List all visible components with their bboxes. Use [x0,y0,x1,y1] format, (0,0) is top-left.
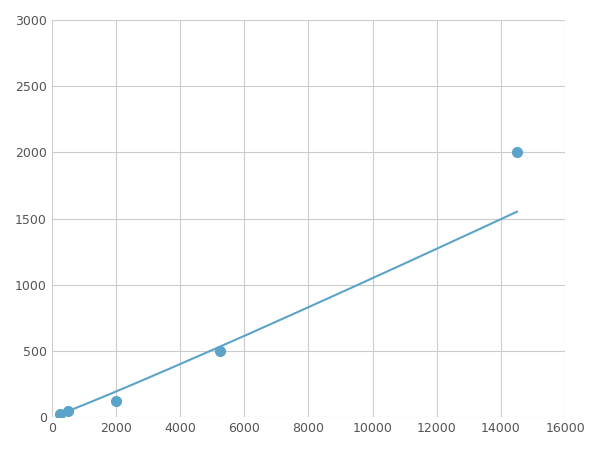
Point [215,347,225,355]
Point [63,407,73,414]
Point [55,410,65,418]
Point [512,149,522,156]
Point [111,397,121,404]
